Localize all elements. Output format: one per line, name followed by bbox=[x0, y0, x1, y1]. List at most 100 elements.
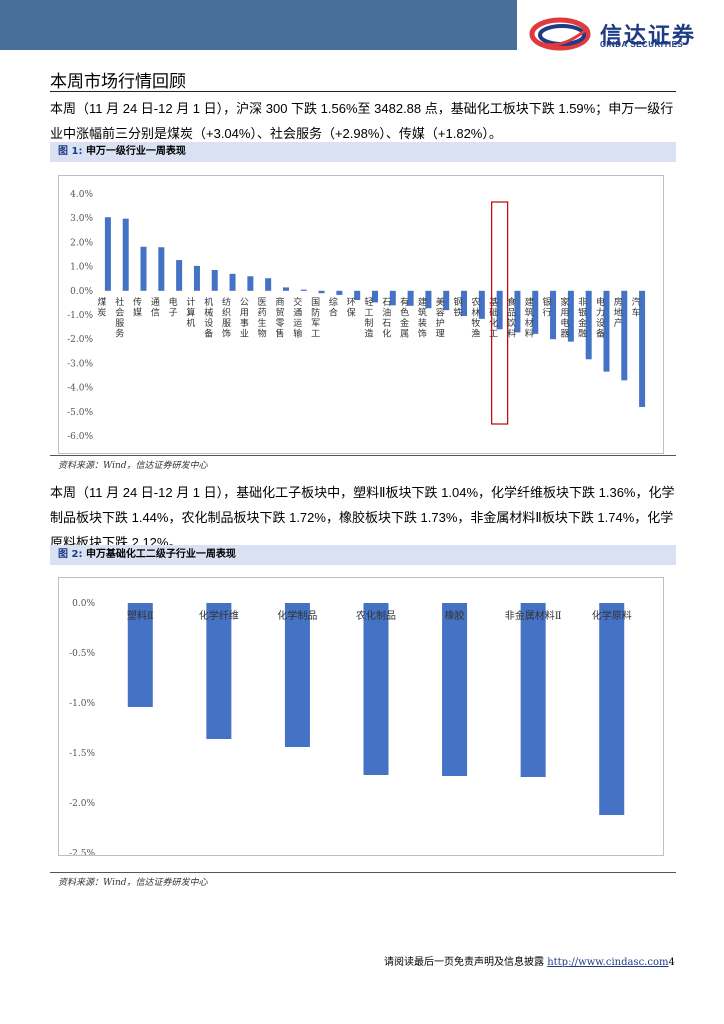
section-divider bbox=[50, 91, 676, 92]
header-band bbox=[0, 0, 517, 50]
x-category-label: 汽车 bbox=[632, 296, 641, 319]
bar bbox=[193, 265, 200, 291]
bar bbox=[300, 289, 307, 291]
x-category-label: 石油石化 bbox=[382, 298, 391, 340]
bar bbox=[478, 290, 485, 319]
bar bbox=[461, 290, 468, 316]
y-tick-label: -2.5% bbox=[69, 849, 95, 855]
figure1-label: 图 1: bbox=[58, 146, 83, 157]
footer-disclaimer: 请阅读最后一页免责声明及信息披露 http://www.cindasc.com4 bbox=[384, 953, 675, 968]
section-title: 本周市场行情回顾 bbox=[50, 72, 186, 91]
figure1-bottom-rule bbox=[50, 455, 676, 456]
figure1-bar-chart: 4.0% 3.0% 2.0% 1.0% 0.0% -1.0% -2.0% -3.0% -4.0%… bbox=[67, 190, 646, 442]
x-category-label: 橡胶 bbox=[445, 609, 465, 622]
x-category-label: 电力设备 bbox=[596, 296, 605, 340]
figure2-bottom-rule bbox=[50, 872, 676, 873]
bar bbox=[442, 603, 468, 776]
y-tick-label: -1.5% bbox=[69, 749, 95, 759]
x-category-label: 化学纤维 bbox=[199, 609, 239, 622]
x-category-label: 化学原料 bbox=[592, 609, 632, 622]
y-tick-label: 1.0% bbox=[70, 263, 93, 273]
bar bbox=[496, 290, 503, 330]
bar bbox=[247, 276, 254, 291]
y-tick-label: -0.5% bbox=[69, 649, 95, 659]
bar bbox=[585, 290, 592, 360]
y-tick-label: 0.0% bbox=[70, 287, 93, 297]
x-category-label: 农化制品 bbox=[356, 609, 396, 622]
logo-chinese-name: 信达证券 bbox=[600, 23, 697, 48]
bar bbox=[122, 218, 129, 291]
y-tick-label: -3.0% bbox=[67, 359, 93, 369]
x-category-label: 食品饮料 bbox=[507, 296, 516, 340]
cinda-logo-icon bbox=[529, 17, 591, 51]
figure1-title-bar: 图 1: 申万一级行业一周表现 bbox=[50, 142, 676, 162]
x-category-label: 公用事业 bbox=[240, 297, 249, 340]
bar bbox=[363, 603, 389, 775]
bar bbox=[425, 290, 432, 309]
x-category-label: 有色金属 bbox=[400, 296, 409, 340]
figure1-source: 资料来源：Wind，信达证券研发中心 bbox=[58, 461, 208, 471]
bar bbox=[599, 603, 625, 815]
bar bbox=[550, 290, 557, 340]
bar bbox=[621, 290, 628, 381]
bar bbox=[176, 260, 183, 291]
logo-english-name: CINDA SECURITIES bbox=[600, 40, 684, 49]
highlight-box bbox=[491, 201, 509, 425]
x-category-label: 钢铁 bbox=[454, 296, 463, 319]
x-category-label: 美容护理 bbox=[436, 296, 445, 340]
bar bbox=[372, 290, 378, 303]
y-tick-label: 2.0% bbox=[70, 238, 93, 248]
bar bbox=[284, 603, 310, 747]
footer-text: 请阅读最后一页免责声明及信息披露 bbox=[384, 957, 544, 968]
y-tick-label: -2.0% bbox=[67, 335, 93, 345]
x-category-label: 电子 bbox=[169, 296, 178, 319]
x-category-label: 交通运输 bbox=[293, 296, 302, 340]
x-category-label: 纺织服饰 bbox=[222, 296, 231, 340]
bar bbox=[206, 603, 232, 739]
x-category-label: 非银金融 bbox=[578, 296, 587, 340]
x-category-label: 商贸零售 bbox=[275, 296, 284, 340]
y-tick-label: -5.0% bbox=[67, 408, 93, 418]
y-tick-label: -6.0% bbox=[67, 432, 93, 442]
x-category-label: 通信 bbox=[151, 297, 160, 319]
bar bbox=[389, 290, 396, 306]
bar bbox=[520, 603, 546, 777]
y-tick-label: 4.0% bbox=[70, 190, 93, 200]
x-category-label: 医药生物 bbox=[258, 297, 267, 340]
footer-link[interactable]: http://www.cindasc.com bbox=[547, 957, 669, 968]
x-category-label: 建筑材料 bbox=[525, 296, 534, 340]
y-tick-label: -4.0% bbox=[67, 384, 93, 394]
x-category-label: 家用电器 bbox=[560, 296, 569, 340]
figure1-chart-frame: 4.0% 3.0% 2.0% 1.0% 0.0% -1.0% -2.0% -3.0% -4.0%… bbox=[58, 175, 664, 454]
bar bbox=[639, 290, 646, 407]
bar bbox=[603, 290, 610, 372]
x-category-label: 煤炭 bbox=[97, 296, 106, 319]
bar bbox=[443, 290, 450, 311]
x-category-label: 化学制品 bbox=[277, 609, 317, 622]
x-category-label: 非金属材料Ⅱ bbox=[505, 609, 562, 622]
bar bbox=[532, 290, 539, 334]
bar bbox=[127, 603, 153, 707]
figure1-title: 申万一级行业一周表现 bbox=[85, 146, 186, 157]
bar bbox=[354, 290, 361, 300]
bar bbox=[282, 287, 289, 291]
bar bbox=[514, 290, 521, 333]
paragraph-market-summary: 本周（11 月 24 日-12 月 1 日），沪深 300 下跌 1.56%至 … bbox=[50, 101, 674, 141]
x-category-label: 综合 bbox=[329, 296, 338, 319]
bar bbox=[104, 217, 111, 291]
paragraph-subsector-summary: 本周（11 月 24 日-12 月 1 日），基础化工子板块中，塑料Ⅱ板块下跌 … bbox=[50, 485, 675, 550]
x-category-label: 社会服务 bbox=[115, 296, 124, 340]
bar bbox=[407, 290, 414, 306]
x-category-label: 机械设备 bbox=[204, 296, 213, 340]
y-tick-label: -1.0% bbox=[69, 699, 95, 709]
x-category-label: 计算机 bbox=[186, 296, 195, 329]
bar bbox=[265, 278, 272, 291]
bar bbox=[140, 246, 147, 291]
y-tick-label: -1.0% bbox=[67, 311, 93, 321]
figure2-chart-frame: 0.0% -0.5% -1.0% -1.5% -2.0% -2.5% 塑料Ⅱ 化学纤维 化学制品… bbox=[58, 577, 664, 859]
figure2-title: 申万基础化工二级子行业一周表现 bbox=[85, 549, 236, 560]
figure2-label: 图 2: bbox=[58, 549, 83, 560]
bar bbox=[567, 290, 574, 342]
x-category-label: 农林牧渔 bbox=[471, 296, 480, 340]
y-tick-label: 3.0% bbox=[70, 214, 93, 224]
